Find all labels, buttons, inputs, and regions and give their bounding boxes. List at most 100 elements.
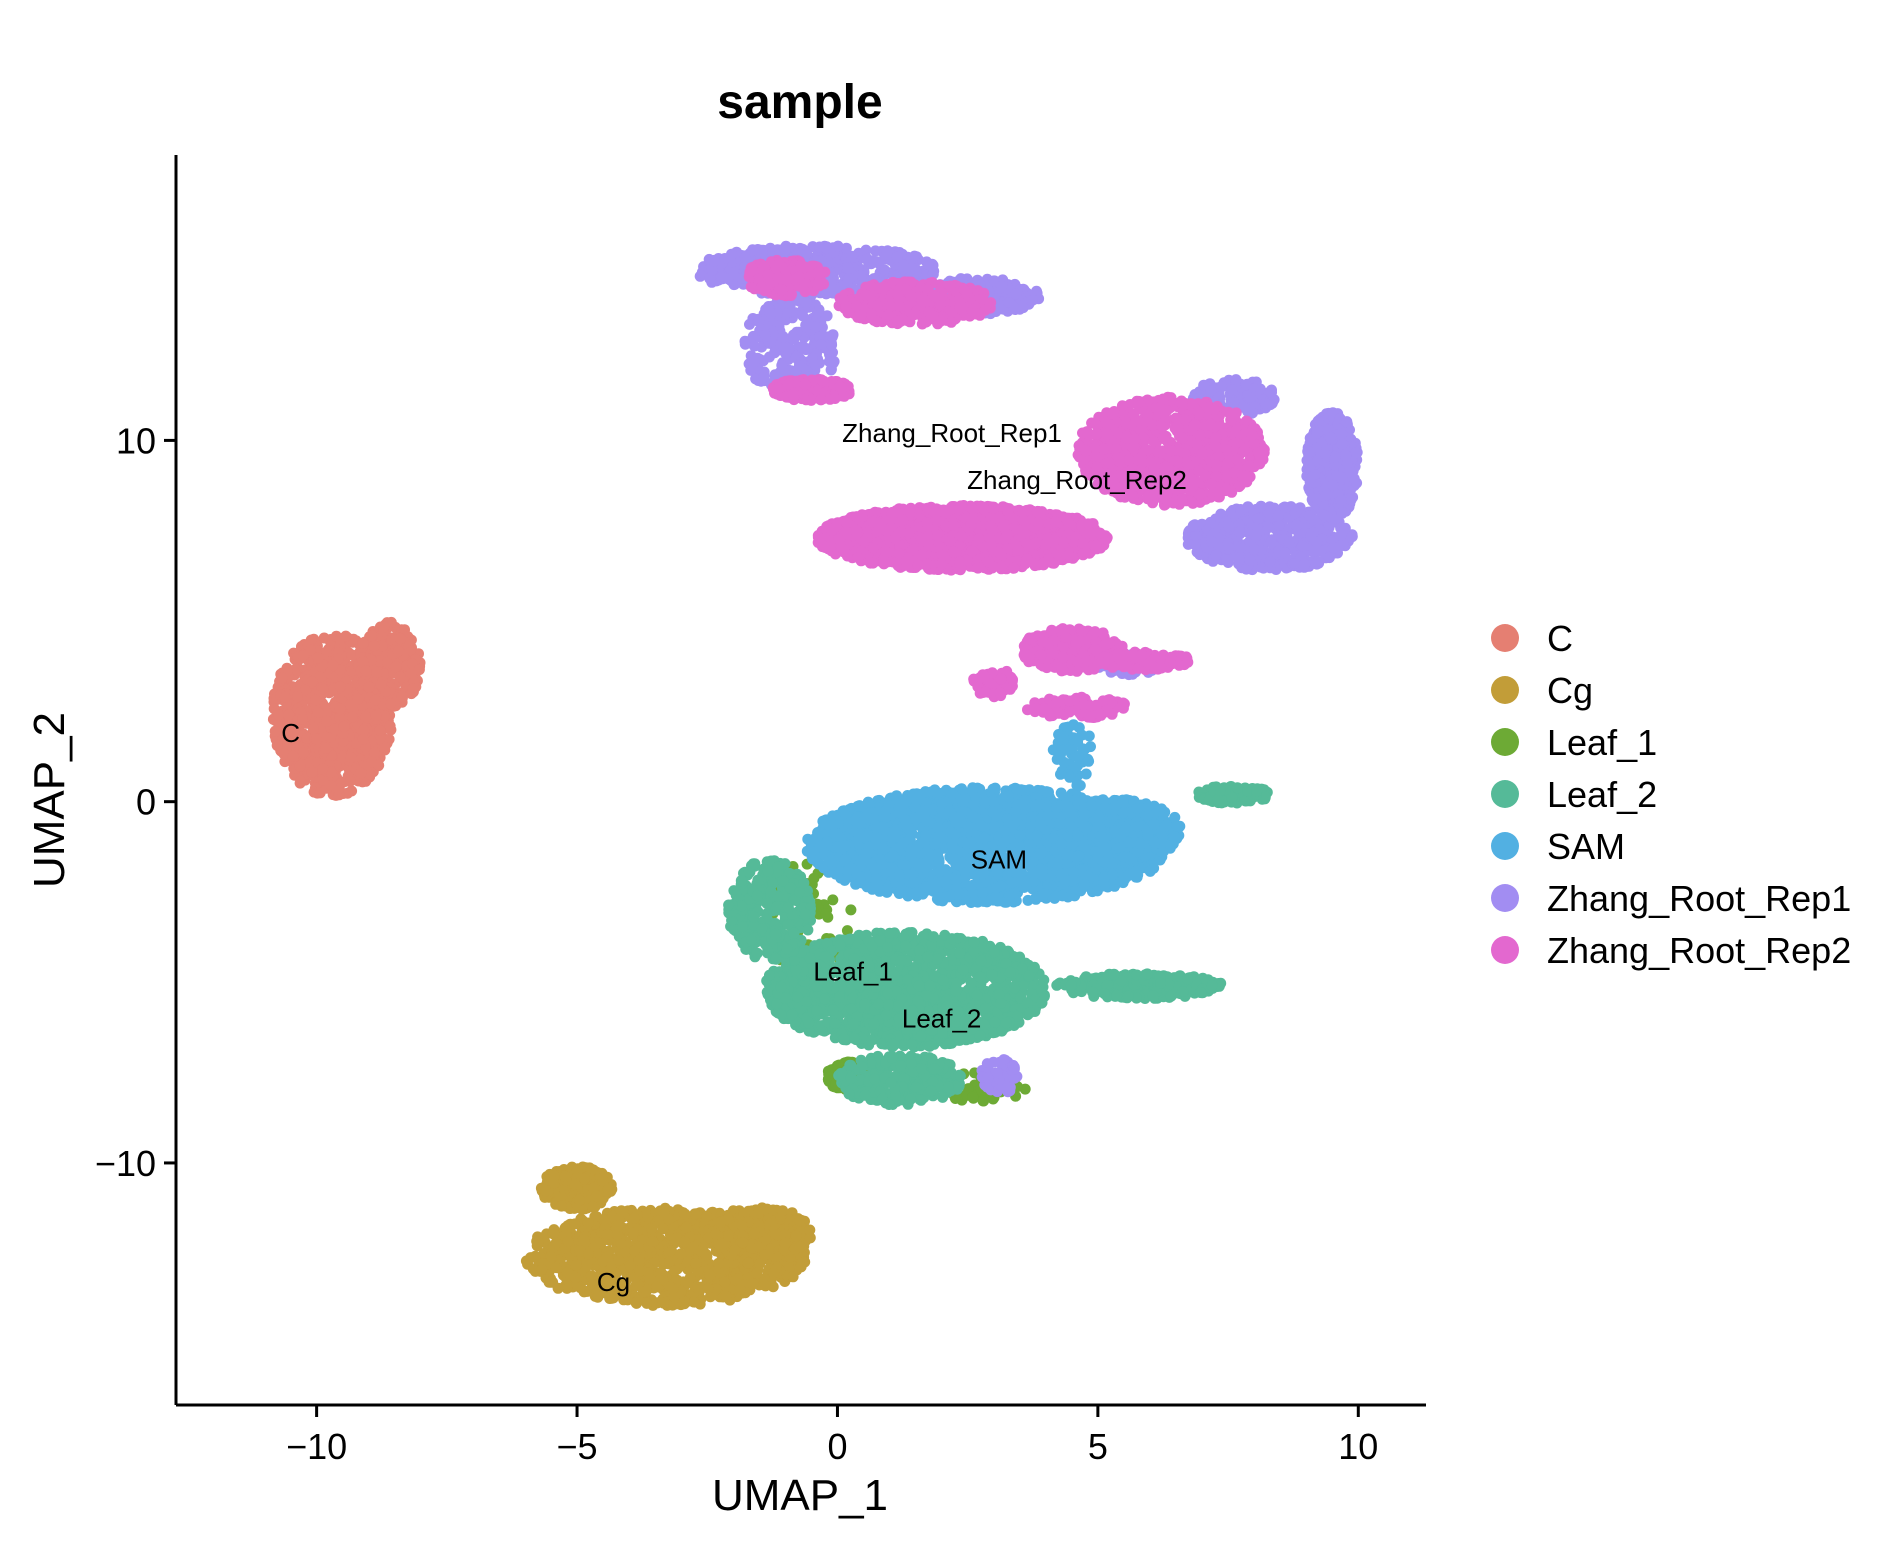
data-point (765, 886, 777, 898)
data-point (601, 1251, 613, 1263)
data-point (764, 969, 776, 981)
data-point (657, 1223, 669, 1235)
data-point (363, 681, 375, 693)
data-point (888, 1038, 900, 1050)
series-Cg (520, 1161, 816, 1311)
data-point (883, 999, 894, 1011)
points-layer (267, 240, 1363, 1311)
data-point (312, 652, 324, 664)
data-point (345, 752, 357, 764)
data-point (587, 1201, 599, 1213)
data-point (781, 943, 793, 955)
data-point (866, 941, 878, 952)
data-point (360, 665, 372, 677)
data-point (761, 898, 773, 909)
data-point (924, 980, 936, 992)
data-point (640, 1285, 652, 1297)
data-point (995, 998, 1007, 1009)
data-point (279, 691, 291, 703)
data-point (357, 637, 369, 649)
data-point (770, 953, 782, 965)
data-point (742, 1257, 754, 1269)
data-point (321, 715, 333, 727)
data-point (368, 640, 380, 652)
data-point (749, 858, 761, 870)
data-point (1022, 997, 1033, 1009)
data-point (834, 991, 845, 1003)
data-point (931, 953, 943, 965)
data-point (628, 1227, 639, 1239)
data-point (811, 1005, 823, 1017)
data-point (734, 1284, 746, 1295)
data-point (792, 991, 804, 1003)
data-point (364, 769, 376, 780)
data-point (873, 998, 885, 1010)
data-point (906, 1039, 918, 1051)
data-point (690, 1258, 702, 1269)
data-point (318, 632, 330, 644)
data-point (762, 865, 774, 877)
data-point (583, 1248, 594, 1260)
data-point (540, 1185, 552, 1197)
data-point (971, 989, 983, 1001)
data-point (311, 733, 323, 745)
data-point (720, 1290, 732, 1302)
data-point (967, 1091, 979, 1103)
data-point (658, 1297, 670, 1309)
data-point (986, 969, 998, 981)
data-point (366, 630, 378, 642)
data-point (775, 981, 787, 993)
data-point (719, 1276, 731, 1288)
data-point (751, 947, 763, 959)
data-point (586, 1270, 598, 1282)
data-point (306, 766, 318, 778)
data-point (747, 1278, 759, 1290)
data-point (786, 1009, 798, 1021)
data-point (820, 908, 832, 920)
data-point (808, 872, 820, 884)
data-point (1111, 990, 1123, 1001)
data-point (1036, 997, 1048, 1009)
data-point (532, 1236, 544, 1248)
data-point (989, 946, 1000, 958)
data-point (689, 1208, 701, 1220)
data-point (780, 992, 791, 1004)
data-point (355, 767, 367, 779)
data-point (628, 1245, 640, 1257)
data-point (752, 1207, 764, 1219)
data-point (882, 942, 893, 953)
data-point (978, 1095, 990, 1107)
data-point (663, 1213, 675, 1225)
data-point (701, 1210, 713, 1222)
data-point (913, 980, 925, 992)
data-point (407, 683, 419, 695)
data-point (827, 894, 839, 906)
data-point (937, 974, 949, 986)
data-point (325, 779, 337, 791)
data-point (320, 742, 332, 754)
data-point (838, 1033, 850, 1045)
data-point (943, 1038, 955, 1050)
data-point (646, 1223, 657, 1235)
data-point (1009, 982, 1021, 994)
data-point (736, 1220, 748, 1232)
data-point (562, 1236, 574, 1247)
data-point (928, 931, 939, 943)
data-point (794, 1241, 806, 1253)
data-point (735, 875, 747, 887)
data-point (1004, 966, 1016, 978)
data-point (787, 1271, 799, 1283)
data-point (974, 971, 986, 983)
data-point (334, 703, 346, 715)
data-point (366, 756, 378, 768)
data-point (989, 1016, 1001, 1028)
data-point (375, 679, 387, 690)
data-point (924, 1040, 936, 1052)
data-point (646, 1235, 658, 1247)
data-point (394, 633, 406, 645)
data-point (305, 644, 317, 656)
data-point (834, 939, 846, 951)
data-point (751, 1267, 763, 1279)
data-point (957, 964, 969, 976)
data-point (751, 890, 763, 902)
